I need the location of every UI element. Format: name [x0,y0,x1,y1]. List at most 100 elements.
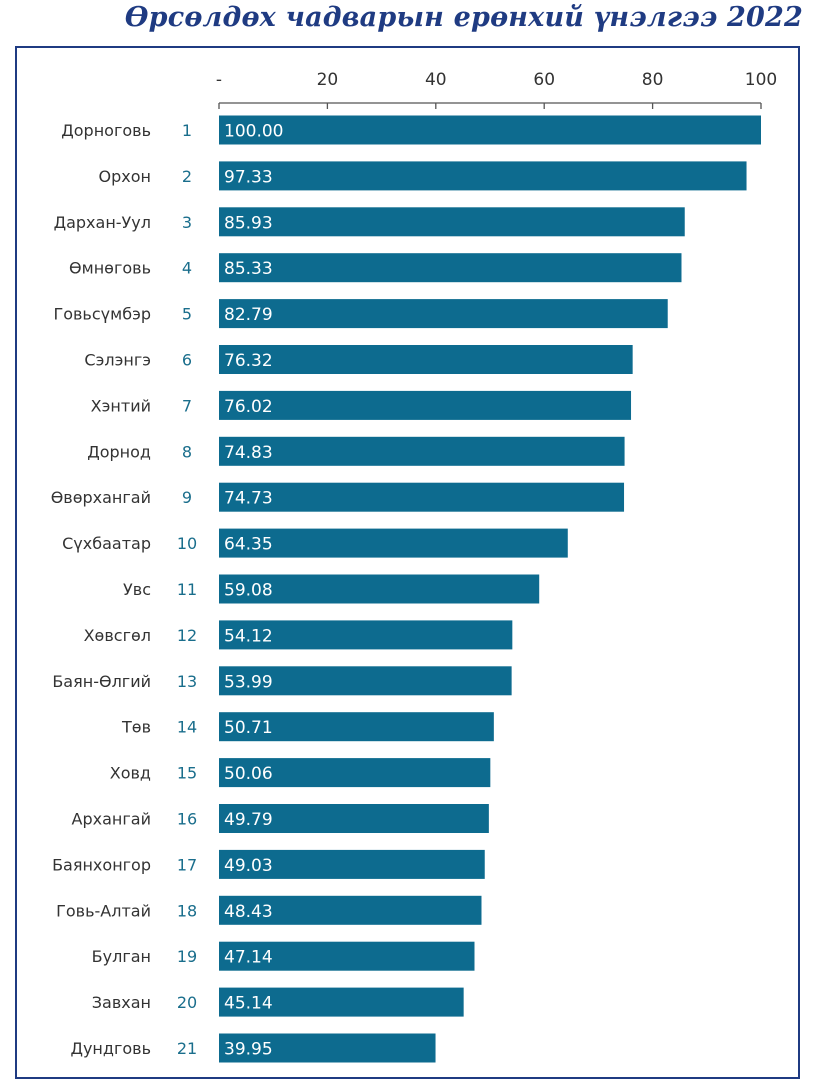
bar-row: Баянхонгор 17 49.03 [52,849,485,879]
bar [219,161,747,191]
bar-row: Завхан 20 45.14 [92,987,464,1017]
rank-label: 19 [177,947,197,966]
bar-value-label: 64.35 [224,535,273,555]
bar-value-label: 85.33 [224,259,273,279]
province-label: Ховд [110,764,151,783]
rank-label: 13 [177,672,197,691]
bar-row: Өвөрхангай 9 74.73 [51,482,625,512]
province-label: Баян-Өлгий [52,672,151,691]
province-label: Дархан-Уул [54,213,151,232]
bar-row: Баян-Өлгий 13 53.99 [52,666,512,696]
bar-value-label: 47.14 [224,948,273,968]
province-label: Хөвсгөл [84,626,151,645]
rank-label: 15 [177,764,197,783]
bar-row: Говьсүмбэр 5 82.79 [53,299,668,329]
province-label: Булган [92,947,151,966]
province-label: Сүхбаатар [62,534,151,553]
rank-label: 1 [182,121,192,140]
rank-label: 7 [182,396,192,415]
rank-label: 6 [182,351,192,370]
bar-value-label: 45.14 [224,994,273,1014]
bar [219,207,685,237]
bar [219,574,540,604]
bar [219,941,475,971]
bar [219,620,513,650]
bar-row: Булган 19 47.14 [92,941,475,971]
rank-label: 20 [177,993,197,1012]
bar-row: Ховд 15 50.06 [110,758,491,788]
bar-value-label: 100.00 [224,122,283,142]
bar-row: Хэнтий 7 76.02 [91,390,632,420]
bar-row: Дундговь 21 39.95 [70,1033,436,1063]
x-tick-label: 80 [642,70,664,90]
bar-value-label: 39.95 [224,1040,273,1060]
bar-row: Архангай 16 49.79 [72,804,489,833]
province-label: Архангай [72,810,151,829]
province-label: Хэнтий [91,396,151,415]
x-tick-label: 100 [745,70,777,90]
bar-row: Увс 11 59.08 [123,574,540,604]
bar [219,666,512,696]
bar-row: Хөвсгөл 12 54.12 [84,620,513,650]
chart-frame [15,46,800,1079]
province-label: Говь-Алтай [56,901,151,920]
rank-label: 16 [177,810,197,829]
bar [219,1033,436,1063]
x-tick-label: 20 [317,70,339,90]
bar-row: Төв 14 50.71 [121,712,494,742]
bar [219,987,464,1017]
rank-label: 21 [177,1039,197,1058]
bar-value-label: 53.99 [224,672,273,692]
province-label: Дорнод [87,442,151,461]
bar-value-label: 76.32 [224,351,273,371]
province-label: Баянхонгор [52,855,151,874]
bar-row: Дархан-Уул 3 85.93 [54,207,685,237]
bar-value-label: 74.83 [224,443,273,463]
bar [219,253,682,283]
rank-label: 12 [177,626,197,645]
bar-row: Дорнод 8 74.83 [87,436,625,466]
bar-row: Сэлэнгэ 6 76.32 [84,345,633,374]
bar [219,436,625,466]
province-label: Төв [121,718,151,737]
bar-value-label: 97.33 [224,167,273,187]
bar-value-label: 48.43 [224,902,273,922]
x-tick-label: 60 [533,70,555,90]
rank-label: 9 [182,488,192,507]
rank-label: 18 [177,901,197,920]
province-label: Завхан [92,993,151,1012]
bar-value-label: 76.02 [224,397,273,417]
province-label: Өмнөговь [69,259,151,278]
rank-label: 8 [182,442,192,461]
bar-row: Орхон 2 97.33 [99,161,747,191]
bar [219,528,568,558]
province-label: Орхон [99,167,151,186]
chart-title: Өрсөлдөх чадварын ерөнхий үнэлгээ 2022 [124,2,803,33]
bar [219,758,491,788]
rank-label: 10 [177,534,197,553]
bar-value-label: 50.06 [224,764,273,784]
x-tick-label: 40 [425,70,447,90]
rank-label: 5 [182,305,192,324]
province-label: Говьсүмбэр [53,305,151,324]
province-label: Дорноговь [61,121,151,140]
bar-value-label: 59.08 [224,581,273,601]
bar [219,345,633,374]
bar [219,849,485,879]
bar [219,804,489,833]
x-axis: - 20 40 60 80 100 [216,70,777,109]
bar-row: Өмнөговь 4 85.33 [69,253,682,283]
bar-row: Сүхбаатар 10 64.35 [62,528,568,558]
bar-value-label: 85.93 [224,213,273,233]
rank-label: 2 [182,167,192,186]
rank-label: 11 [177,580,197,599]
rank-label: 3 [182,213,192,232]
province-label: Увс [123,580,151,599]
bar [219,712,494,742]
bar-value-label: 74.73 [224,489,273,509]
x-tick-label: - [216,70,222,90]
bar-value-label: 54.12 [224,626,273,646]
bar-value-label: 82.79 [224,305,273,325]
bar-row: Говь-Алтай 18 48.43 [56,895,482,925]
